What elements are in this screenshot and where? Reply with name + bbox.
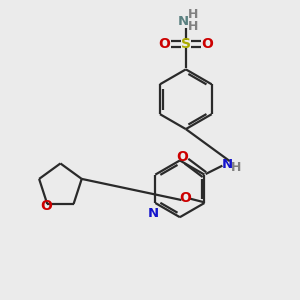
Text: N: N <box>148 207 159 220</box>
Text: O: O <box>176 150 188 164</box>
Text: N: N <box>221 158 233 171</box>
Text: N: N <box>177 15 188 28</box>
Text: O: O <box>179 190 191 205</box>
Text: H: H <box>188 8 199 21</box>
Text: H: H <box>188 20 199 34</box>
Text: H: H <box>231 161 241 174</box>
Text: O: O <box>40 199 52 213</box>
Text: S: S <box>181 37 191 51</box>
Text: O: O <box>158 37 170 51</box>
Text: O: O <box>201 37 213 51</box>
